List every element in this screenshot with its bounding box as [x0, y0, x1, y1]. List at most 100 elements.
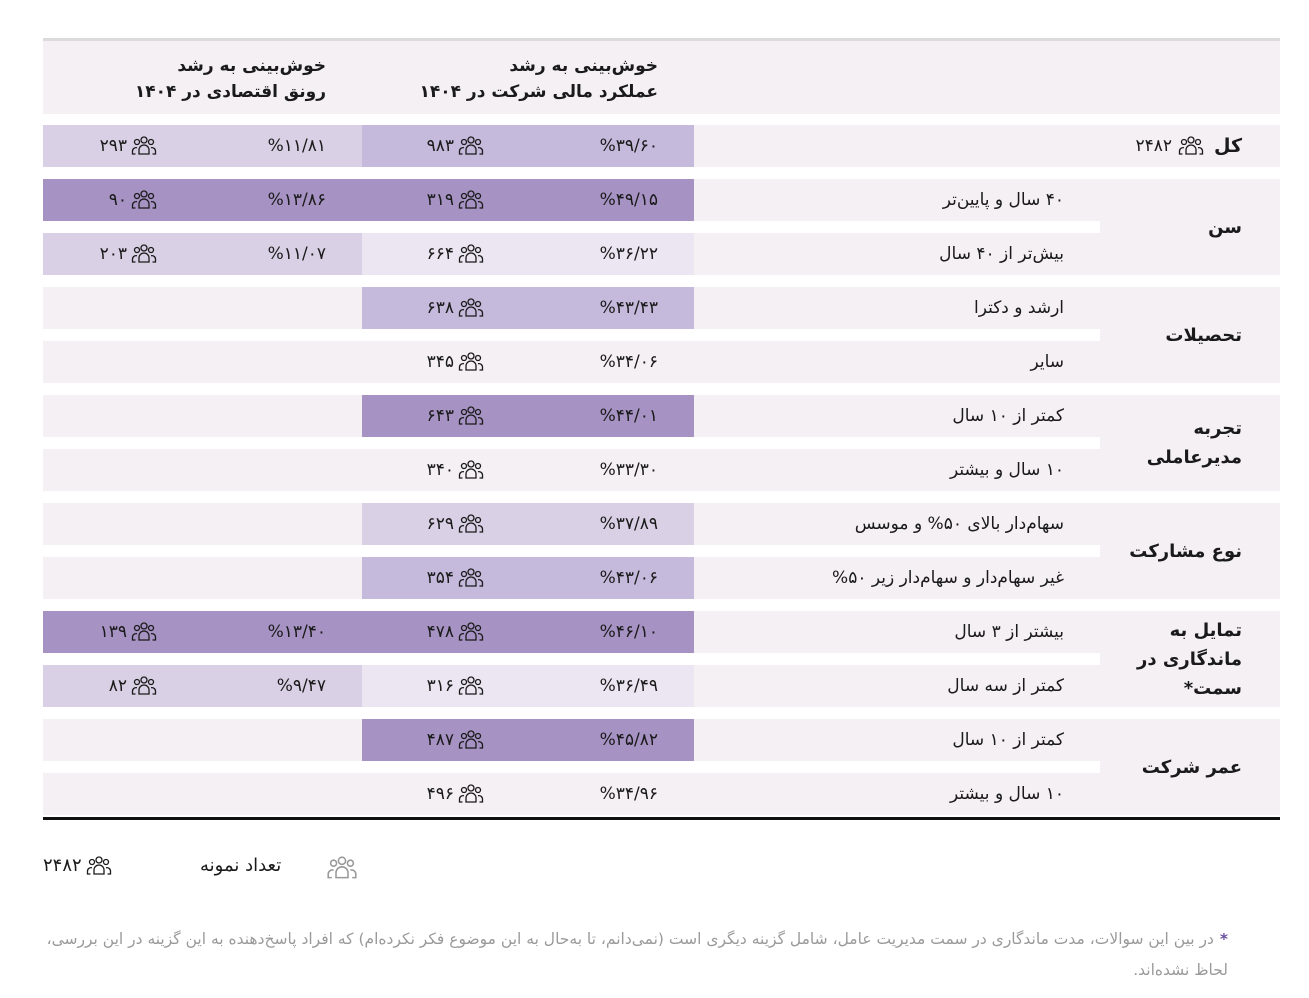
group-label: سن — [1100, 179, 1280, 275]
legend-label: تعداد نمونه — [200, 855, 282, 876]
economy-count-cell: ۲۰۳ — [43, 233, 193, 275]
total-label-cell: ۲۴۸۲ کل — [694, 125, 1280, 167]
economy-count-cell — [43, 449, 193, 491]
company-pct-cell: %۳۹/۶۰ — [520, 125, 694, 167]
people-icon — [458, 244, 484, 264]
company-count-cell: ۳۴۵ — [362, 341, 520, 383]
economy-count-cell — [43, 503, 193, 545]
legend-total: ۲۴۸۲ — [43, 855, 112, 876]
economy-count-cell — [43, 557, 193, 599]
people-icon — [131, 676, 157, 696]
economy-count-cell — [43, 773, 193, 815]
table-row: ۹۰ %۱۳/۸۶ ۳۱۹ %۴۹/۱۵ ۴۰ سال و پایین‌تر — [43, 179, 1280, 221]
economy-count-cell — [43, 719, 193, 761]
company-pct-cell: %۳۴/۹۶ — [520, 773, 694, 815]
table-row: ۶۲۹ %۳۷/۸۹ سهام‌دار بالای ۵۰% و موسس — [43, 503, 1280, 545]
company-pct-cell: %۴۹/۱۵ — [520, 179, 694, 221]
people-icon — [131, 244, 157, 264]
group-label: عمر شرکت — [1100, 719, 1280, 815]
people-icon — [458, 730, 484, 750]
footnote-text: در بین این سوالات، مدت ماندگاری در سمت م… — [46, 930, 1228, 979]
company-pct-cell: %۴۶/۱۰ — [520, 611, 694, 653]
economy-count-cell — [43, 341, 193, 383]
company-count-cell: ۶۴۳ — [362, 395, 520, 437]
economy-pct-cell — [193, 719, 362, 761]
group-label: تحصیلات — [1100, 287, 1280, 383]
subgroup-label: سایر — [694, 341, 1100, 383]
table-row: ۴۸۷ %۴۵/۸۲ کمتر از ۱۰ سال — [43, 719, 1280, 761]
footnote: *در بین این سوالات، مدت ماندگاری در سمت … — [43, 924, 1228, 986]
group-label: تجربه مدیرعاملی — [1100, 395, 1280, 491]
subgroup-label: کمتر از ۱۰ سال — [694, 395, 1100, 437]
people-icon — [86, 856, 112, 876]
company-count-cell: ۳۱۹ — [362, 179, 520, 221]
company-pct-cell: %۳۶/۲۲ — [520, 233, 694, 275]
people-icon — [458, 514, 484, 534]
table-row: ۳۴۰ %۳۳/۳۰ ۱۰ سال و بیشتر — [43, 449, 1280, 491]
economy-pct-cell: %۱۳/۴۰ — [193, 611, 362, 653]
people-icon — [1178, 136, 1204, 156]
subgroup-label: بیش‌تر از ۴۰ سال — [694, 233, 1100, 275]
table-row: ۱۳۹ %۱۳/۴۰ ۴۷۸ %۴۶/۱۰ بیشتر از ۳ سال — [43, 611, 1280, 653]
company-count-cell: ۶۳۸ — [362, 287, 520, 329]
group-label: نوع مشارکت — [1100, 503, 1280, 599]
economy-pct-cell — [193, 503, 362, 545]
people-icon — [458, 622, 484, 642]
data-table: خوش‌بینی به رشد عملکرد مالی شرکت در ۱۴۰۴… — [43, 38, 1280, 114]
people-icon — [458, 298, 484, 318]
company-pct-cell: %۳۴/۰۶ — [520, 341, 694, 383]
people-icon — [131, 190, 157, 210]
top-rule — [43, 38, 1280, 41]
economy-pct-cell — [193, 557, 362, 599]
subgroup-label: کمتر از ۱۰ سال — [694, 719, 1100, 761]
people-icon — [131, 622, 157, 642]
table-row: ۲۰۳ %۱۱/۰۷ ۶۶۴ %۳۶/۲۲ بیش‌تر از ۴۰ سال — [43, 233, 1280, 275]
company-count-cell: ۳۵۴ — [362, 557, 520, 599]
group-label: تمایل به ماندگاری در سمت* — [1100, 611, 1280, 707]
subgroup-label: بیشتر از ۳ سال — [694, 611, 1100, 653]
people-icon — [458, 136, 484, 156]
subgroup-label: ۱۰ سال و بیشتر — [694, 773, 1100, 815]
economy-pct-cell: %۹/۴۷ — [193, 665, 362, 707]
economy-count-cell: ۲۹۳ — [43, 125, 193, 167]
economy-pct-cell: %۱۳/۸۶ — [193, 179, 362, 221]
company-count-cell: ۹۸۳ — [362, 125, 520, 167]
company-count-cell: ۴۸۷ — [362, 719, 520, 761]
legend: ۲۴۸۲ تعداد نمونه — [0, 852, 1309, 886]
subgroup-label: ۱۰ سال و بیشتر — [694, 449, 1100, 491]
economy-pct-cell: %۱۱/۰۷ — [193, 233, 362, 275]
people-icon — [326, 856, 358, 880]
economy-pct-cell — [193, 773, 362, 815]
people-icon — [458, 352, 484, 372]
people-icon — [458, 190, 484, 210]
table-row: ۶۳۸ %۴۳/۴۳ ارشد و دکترا — [43, 287, 1280, 329]
header-economy-growth: خوش‌بینی به رشد رونق اقتصادی در ۱۴۰۴ — [134, 56, 326, 102]
economy-pct-cell — [193, 449, 362, 491]
economy-count-cell — [43, 395, 193, 437]
company-pct-cell: %۳۶/۴۹ — [520, 665, 694, 707]
people-icon — [458, 460, 484, 480]
company-pct-cell: %۴۳/۰۶ — [520, 557, 694, 599]
company-pct-cell: %۳۷/۸۹ — [520, 503, 694, 545]
bottom-rule — [43, 817, 1280, 820]
company-count-cell: ۳۱۶ — [362, 665, 520, 707]
people-icon — [458, 676, 484, 696]
economy-pct-cell — [193, 341, 362, 383]
economy-count-cell — [43, 287, 193, 329]
subgroup-label: ارشد و دکترا — [694, 287, 1100, 329]
subgroup-label: ۴۰ سال و پایین‌تر — [694, 179, 1100, 221]
subgroup-label: غیر سهام‌دار و سهام‌دار زیر ۵۰% — [694, 557, 1100, 599]
table-row-total: ۲۹۳ %۱۱/۸۱ ۹۸۳ %۳۹/۶۰ ۲۴۸۲ کل — [43, 125, 1280, 167]
economy-count-cell: ۱۳۹ — [43, 611, 193, 653]
economy-count-cell: ۸۲ — [43, 665, 193, 707]
company-count-cell: ۳۴۰ — [362, 449, 520, 491]
people-icon — [458, 568, 484, 588]
table-row: ۸۲ %۹/۴۷ ۳۱۶ %۳۶/۴۹ کمتر از سه سال — [43, 665, 1280, 707]
company-count-cell: ۶۲۹ — [362, 503, 520, 545]
table-row: ۶۴۳ %۴۴/۰۱ کمتر از ۱۰ سال — [43, 395, 1280, 437]
footnote-star: * — [1219, 930, 1228, 948]
company-pct-cell: %۴۴/۰۱ — [520, 395, 694, 437]
header-company-growth: خوش‌بینی به رشد عملکرد مالی شرکت در ۱۴۰۴ — [419, 56, 658, 102]
subgroup-label: سهام‌دار بالای ۵۰% و موسس — [694, 503, 1100, 545]
economy-pct-cell: %۱۱/۸۱ — [193, 125, 362, 167]
